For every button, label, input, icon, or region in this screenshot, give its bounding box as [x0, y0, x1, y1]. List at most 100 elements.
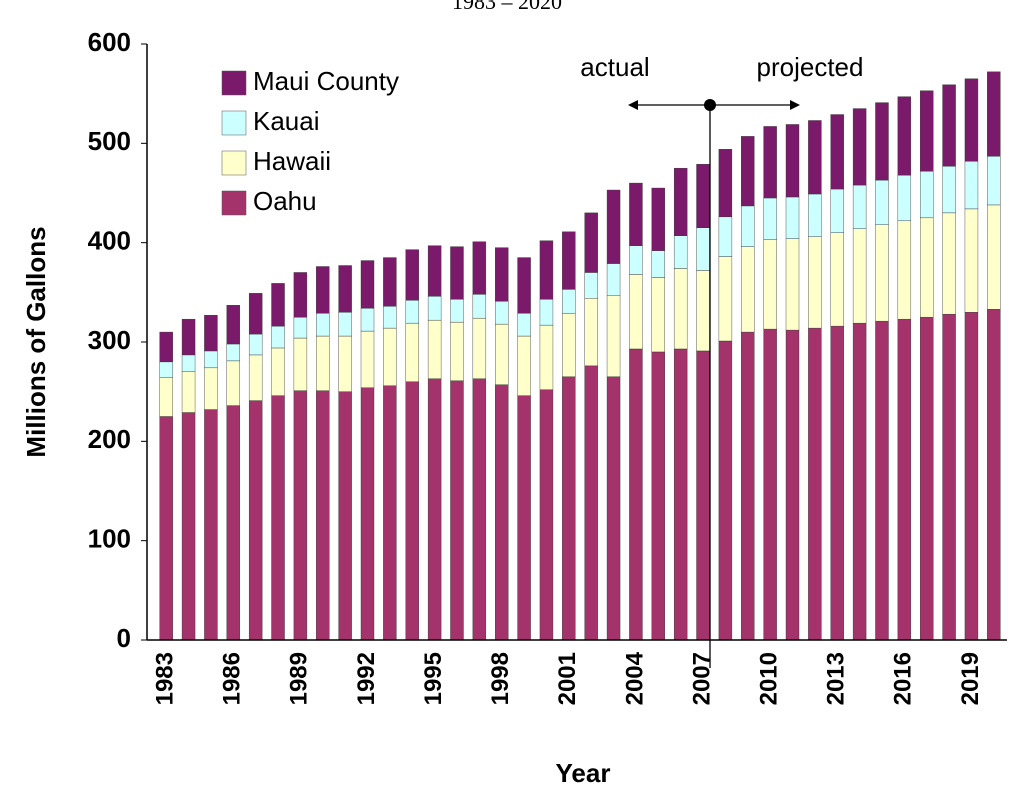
bar-segment — [920, 90, 934, 172]
legend-swatch — [221, 190, 247, 216]
bar-segment — [495, 323, 509, 385]
bar-segment — [204, 409, 218, 641]
bar-segment — [606, 376, 621, 641]
bar-segment — [383, 306, 397, 329]
bar-segment — [472, 317, 487, 379]
bar-segment — [159, 361, 173, 378]
bar-segment — [763, 197, 777, 240]
bar-segment — [271, 395, 285, 641]
x-axis-label: Year — [556, 758, 611, 788]
bar-segment — [964, 208, 979, 313]
bar-segment — [584, 212, 598, 273]
bar-segment — [718, 256, 733, 342]
bar-segment — [271, 347, 285, 396]
bar-segment — [226, 405, 240, 641]
bar-segment — [226, 360, 240, 406]
bar-segment — [517, 312, 531, 337]
bar-segment — [897, 220, 912, 320]
bar-segment — [606, 295, 621, 377]
bar-segment — [875, 102, 889, 181]
bar-segment — [159, 416, 173, 641]
bar-segment — [181, 318, 196, 356]
y-tick-label: 200 — [88, 424, 131, 454]
x-tick-label: 1992 — [353, 652, 380, 705]
bar-segment — [539, 299, 554, 326]
bar-segment — [875, 179, 889, 225]
bar-segment — [763, 239, 777, 330]
y-tick-label: 400 — [88, 226, 131, 256]
bar-segment — [808, 327, 822, 641]
x-tick-label: 2004 — [621, 651, 648, 705]
bar-segment — [673, 348, 688, 641]
bar-segment — [897, 96, 912, 176]
bar-segment — [248, 293, 263, 335]
bar-segment — [785, 238, 800, 331]
bar-segment — [987, 309, 1001, 641]
bar-segment — [293, 272, 308, 318]
x-tick-label: 2010 — [755, 652, 782, 705]
bar-segment — [651, 351, 665, 641]
bar-segment — [763, 328, 777, 641]
bar-segment — [964, 312, 979, 641]
x-tick-label: 1986 — [219, 652, 246, 705]
bar-segment — [248, 400, 263, 641]
bar-segment — [383, 385, 397, 641]
bar-segment — [293, 316, 308, 339]
bar-segment — [427, 319, 442, 379]
bar-segment — [495, 247, 509, 302]
bar-segment — [360, 308, 375, 332]
bar-segment — [763, 126, 777, 199]
bar-segment — [181, 371, 196, 413]
y-tick-label: 0 — [117, 623, 131, 653]
bar-segment — [427, 378, 442, 641]
bar-segment — [472, 241, 487, 295]
bar-segment — [897, 174, 912, 222]
legend-label: Oahu — [253, 186, 317, 216]
bar-segment — [562, 231, 576, 290]
bar-segment — [405, 381, 419, 641]
annotation: actual — [580, 52, 649, 82]
bar-segment — [629, 274, 643, 350]
x-tick-label: 2013 — [823, 652, 850, 705]
bar-segment — [159, 331, 173, 363]
bar-segment — [226, 305, 240, 345]
bar-segment — [316, 390, 330, 641]
bar-segment — [427, 296, 442, 321]
bar-segment — [651, 187, 665, 251]
bar-segment — [942, 84, 956, 167]
bar-segment — [360, 330, 375, 388]
bar-segment — [629, 182, 643, 246]
bar-segment — [830, 232, 844, 327]
y-tick-label: 500 — [88, 126, 131, 156]
bar-segment — [539, 324, 554, 390]
bar-segment — [472, 378, 487, 641]
bar-segment — [852, 184, 867, 229]
legend-label: Maui County — [253, 66, 399, 96]
bar-segment — [316, 335, 330, 391]
x-tick-label: 1983 — [152, 652, 179, 705]
bars — [159, 71, 1001, 641]
legend-label: Hawaii — [253, 146, 331, 176]
bar-segment — [673, 268, 688, 350]
bar-segment — [718, 216, 733, 257]
legend-swatch — [221, 150, 247, 176]
bar-segment — [517, 395, 531, 641]
bar-segment — [808, 120, 822, 195]
x-tick-label: 1998 — [487, 652, 514, 705]
bar-segment — [427, 245, 442, 297]
bar-segment — [808, 236, 822, 329]
bar-segment — [271, 325, 285, 349]
bar-segment — [405, 300, 419, 324]
bar-segment — [987, 71, 1001, 157]
bar-segment — [718, 340, 733, 641]
bar-segment — [204, 314, 218, 352]
bar-segment — [987, 156, 1001, 206]
bar-segment — [718, 149, 733, 218]
bar-segment — [920, 217, 934, 318]
bar-segment — [204, 367, 218, 410]
bar-segment — [450, 246, 464, 300]
bar-segment — [584, 298, 598, 367]
bar-segment — [696, 270, 710, 352]
bar-segment — [673, 167, 688, 236]
bar-segment — [383, 327, 397, 386]
